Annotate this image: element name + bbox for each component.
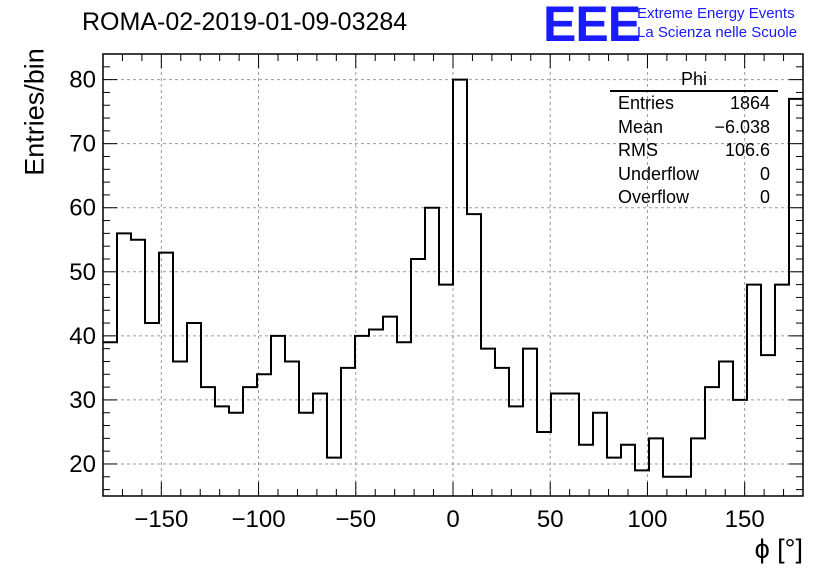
histogram-bin (397, 342, 411, 496)
histogram-bin (607, 458, 621, 496)
histogram-bin (131, 240, 145, 496)
histogram-bin (719, 361, 733, 496)
stats-value: 0 (759, 163, 770, 184)
stats-value: −6.038 (714, 116, 770, 137)
y-tick-label: 20 (69, 451, 96, 478)
histogram-outline (103, 78, 803, 478)
stats-label: Mean (618, 116, 664, 137)
logo-caption-line1: Extreme Energy Events (637, 5, 795, 22)
stats-row-overflow: Overflow 0 (610, 186, 778, 210)
stats-box-title: Phi (610, 70, 778, 92)
histogram-bin (747, 285, 761, 496)
histogram-bin (579, 445, 593, 496)
histogram-bin (649, 438, 663, 496)
stats-row-mean: Mean −6.038 (610, 116, 778, 140)
stats-row-rms: RMS 106.6 (610, 139, 778, 163)
stats-value: 1864 (729, 93, 770, 113)
histogram-bin (537, 432, 551, 496)
logo-caption: Extreme Energy Events La Scienza nelle S… (637, 4, 797, 42)
stats-value: 0 (759, 187, 770, 207)
histogram-bin (327, 458, 341, 496)
stats-label: Entries (618, 93, 675, 113)
histogram-bin (635, 470, 649, 496)
histogram-bin (187, 323, 201, 496)
stats-box: Phi Entries 1864 Mean −6.038 RMS 106.6 U… (610, 70, 778, 210)
histogram-bin (663, 477, 677, 496)
histogram-bin (439, 285, 453, 496)
stats-row-underflow: Underflow 0 (610, 163, 778, 187)
histogram-bin (593, 413, 607, 496)
histogram-bin (257, 374, 271, 496)
histogram-bin (621, 445, 635, 496)
histogram-bin (285, 361, 299, 496)
x-tick-label: 50 (537, 506, 564, 533)
histogram-bin (383, 317, 397, 496)
histogram-bin (299, 413, 313, 496)
y-tick-label: 30 (69, 387, 96, 414)
histogram-bin (677, 477, 691, 496)
logo-caption-line2: La Scienza nelle Scuole (637, 24, 798, 41)
histogram-bin (215, 406, 229, 496)
histogram-bin (103, 342, 117, 496)
stats-label: RMS (618, 140, 658, 160)
histogram-bin (341, 368, 355, 496)
histogram-bin (523, 349, 537, 496)
histogram-bin (369, 329, 383, 496)
histogram-bin (229, 413, 243, 496)
histogram-bin (761, 355, 775, 496)
histogram-bin (705, 387, 719, 496)
histogram-bin (467, 214, 481, 496)
histogram-bin (691, 438, 705, 496)
histogram-bin (201, 387, 215, 496)
y-tick-label: 70 (69, 131, 96, 158)
histogram-bin (425, 208, 439, 496)
y-tick-label: 60 (69, 195, 96, 222)
histogram-bin (271, 336, 285, 496)
y-tick-label: 80 (69, 67, 96, 94)
x-tick-label: 150 (725, 506, 765, 533)
histogram-bin (355, 336, 369, 496)
y-tick-label: 50 (69, 259, 96, 286)
histogram-bin (565, 394, 579, 496)
histogram-bin (551, 394, 565, 496)
histogram-bin (509, 406, 523, 496)
stats-row-entries: Entries 1864 (610, 92, 778, 116)
x-tick-label: −100 (232, 506, 286, 533)
x-tick-label: −50 (335, 506, 376, 533)
x-tick-label: −150 (134, 506, 188, 533)
histogram-bin (411, 259, 425, 496)
x-axis-label: ϕ [°] (754, 534, 803, 564)
histogram-bin (145, 323, 159, 496)
eee-logo: EEE (543, 0, 641, 52)
stats-label: Underflow (618, 163, 700, 184)
x-tick-label: 100 (627, 506, 667, 533)
histogram-bin (117, 233, 131, 496)
stats-value: 106.6 (724, 140, 770, 160)
x-tick-label: 0 (446, 506, 459, 533)
histogram-bin (495, 368, 509, 496)
y-tick-label: 40 (69, 323, 96, 350)
histogram-bin (159, 253, 173, 496)
histogram-bin (243, 387, 257, 496)
y-axis-label: Entries/bin (19, 48, 50, 176)
histogram-bin (313, 394, 327, 496)
histogram-bin (173, 361, 187, 496)
histogram-bin (775, 285, 789, 496)
stats-label: Overflow (618, 187, 690, 207)
plot-title: ROMA-02-2019-01-09-03284 (82, 8, 408, 36)
histogram-bin (481, 349, 495, 496)
histogram-bin (733, 400, 747, 496)
histogram-bin (453, 80, 467, 496)
